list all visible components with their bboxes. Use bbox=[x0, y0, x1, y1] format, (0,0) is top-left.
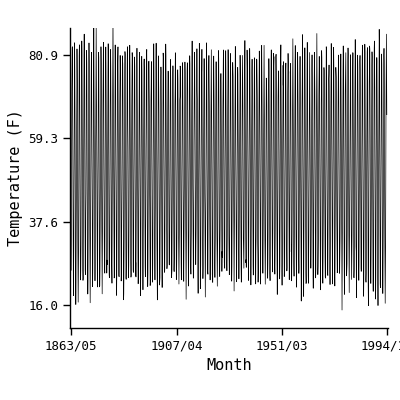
Y-axis label: Temperature (F): Temperature (F) bbox=[8, 110, 23, 246]
X-axis label: Month: Month bbox=[206, 358, 252, 373]
